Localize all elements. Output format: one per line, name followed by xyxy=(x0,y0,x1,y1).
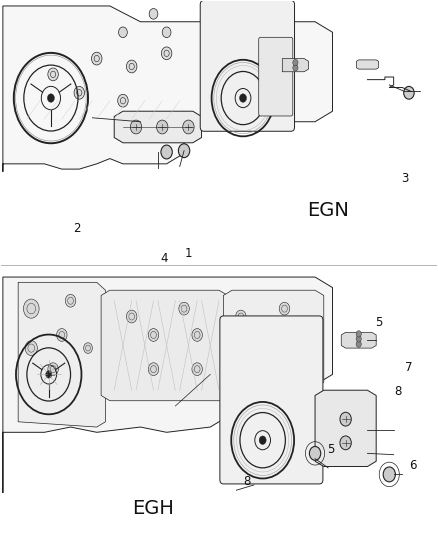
Circle shape xyxy=(293,356,302,367)
Circle shape xyxy=(48,68,58,81)
Circle shape xyxy=(293,59,298,66)
Polygon shape xyxy=(223,290,324,387)
Polygon shape xyxy=(3,277,332,493)
Circle shape xyxy=(127,60,137,73)
Circle shape xyxy=(92,52,102,65)
Polygon shape xyxy=(315,390,376,466)
Polygon shape xyxy=(18,282,106,427)
Polygon shape xyxy=(3,6,332,172)
FancyBboxPatch shape xyxy=(259,37,293,116)
Circle shape xyxy=(293,64,298,71)
Circle shape xyxy=(47,94,54,102)
Circle shape xyxy=(48,363,58,376)
Text: 4: 4 xyxy=(161,252,168,265)
Circle shape xyxy=(127,310,137,323)
Polygon shape xyxy=(341,332,376,348)
Circle shape xyxy=(149,9,158,19)
Circle shape xyxy=(84,343,92,353)
Circle shape xyxy=(161,145,172,159)
Circle shape xyxy=(356,336,361,342)
Text: 8: 8 xyxy=(394,385,402,398)
Text: 8: 8 xyxy=(244,475,251,488)
Circle shape xyxy=(65,294,76,307)
Circle shape xyxy=(131,120,142,134)
Circle shape xyxy=(25,341,37,356)
Circle shape xyxy=(46,370,52,378)
Circle shape xyxy=(404,86,414,99)
Text: EGN: EGN xyxy=(307,201,349,220)
Text: 7: 7 xyxy=(405,361,413,374)
Circle shape xyxy=(259,436,266,445)
Circle shape xyxy=(240,94,247,102)
Polygon shape xyxy=(357,60,378,69)
Circle shape xyxy=(340,436,351,450)
Circle shape xyxy=(192,328,202,341)
Circle shape xyxy=(161,47,172,60)
Circle shape xyxy=(279,302,290,315)
Circle shape xyxy=(383,467,396,482)
Circle shape xyxy=(74,86,85,99)
Circle shape xyxy=(356,330,361,337)
Circle shape xyxy=(57,328,67,341)
Text: 5: 5 xyxy=(374,316,382,329)
Circle shape xyxy=(293,329,302,340)
Circle shape xyxy=(148,363,159,376)
Polygon shape xyxy=(283,59,308,72)
Circle shape xyxy=(236,310,246,323)
Circle shape xyxy=(309,447,321,461)
Text: 1: 1 xyxy=(185,247,192,260)
Circle shape xyxy=(356,341,361,348)
Circle shape xyxy=(118,94,128,107)
Circle shape xyxy=(183,120,194,134)
Circle shape xyxy=(192,363,202,376)
Text: EGH: EGH xyxy=(133,499,174,518)
Circle shape xyxy=(178,144,190,158)
Circle shape xyxy=(215,9,223,19)
Circle shape xyxy=(148,328,159,341)
Circle shape xyxy=(156,120,168,134)
FancyBboxPatch shape xyxy=(220,316,323,484)
Circle shape xyxy=(119,27,127,38)
Text: 6: 6 xyxy=(410,459,417,472)
Polygon shape xyxy=(101,290,228,401)
Text: 5: 5 xyxy=(327,443,334,456)
Circle shape xyxy=(340,412,351,426)
Text: 2: 2 xyxy=(73,222,81,235)
Circle shape xyxy=(250,35,258,45)
FancyBboxPatch shape xyxy=(200,1,294,131)
Circle shape xyxy=(258,328,268,341)
Circle shape xyxy=(179,302,189,315)
Circle shape xyxy=(23,299,39,318)
Circle shape xyxy=(237,356,245,367)
Circle shape xyxy=(162,27,171,38)
Text: 3: 3 xyxy=(401,172,408,185)
Polygon shape xyxy=(114,111,201,143)
Circle shape xyxy=(206,27,215,38)
